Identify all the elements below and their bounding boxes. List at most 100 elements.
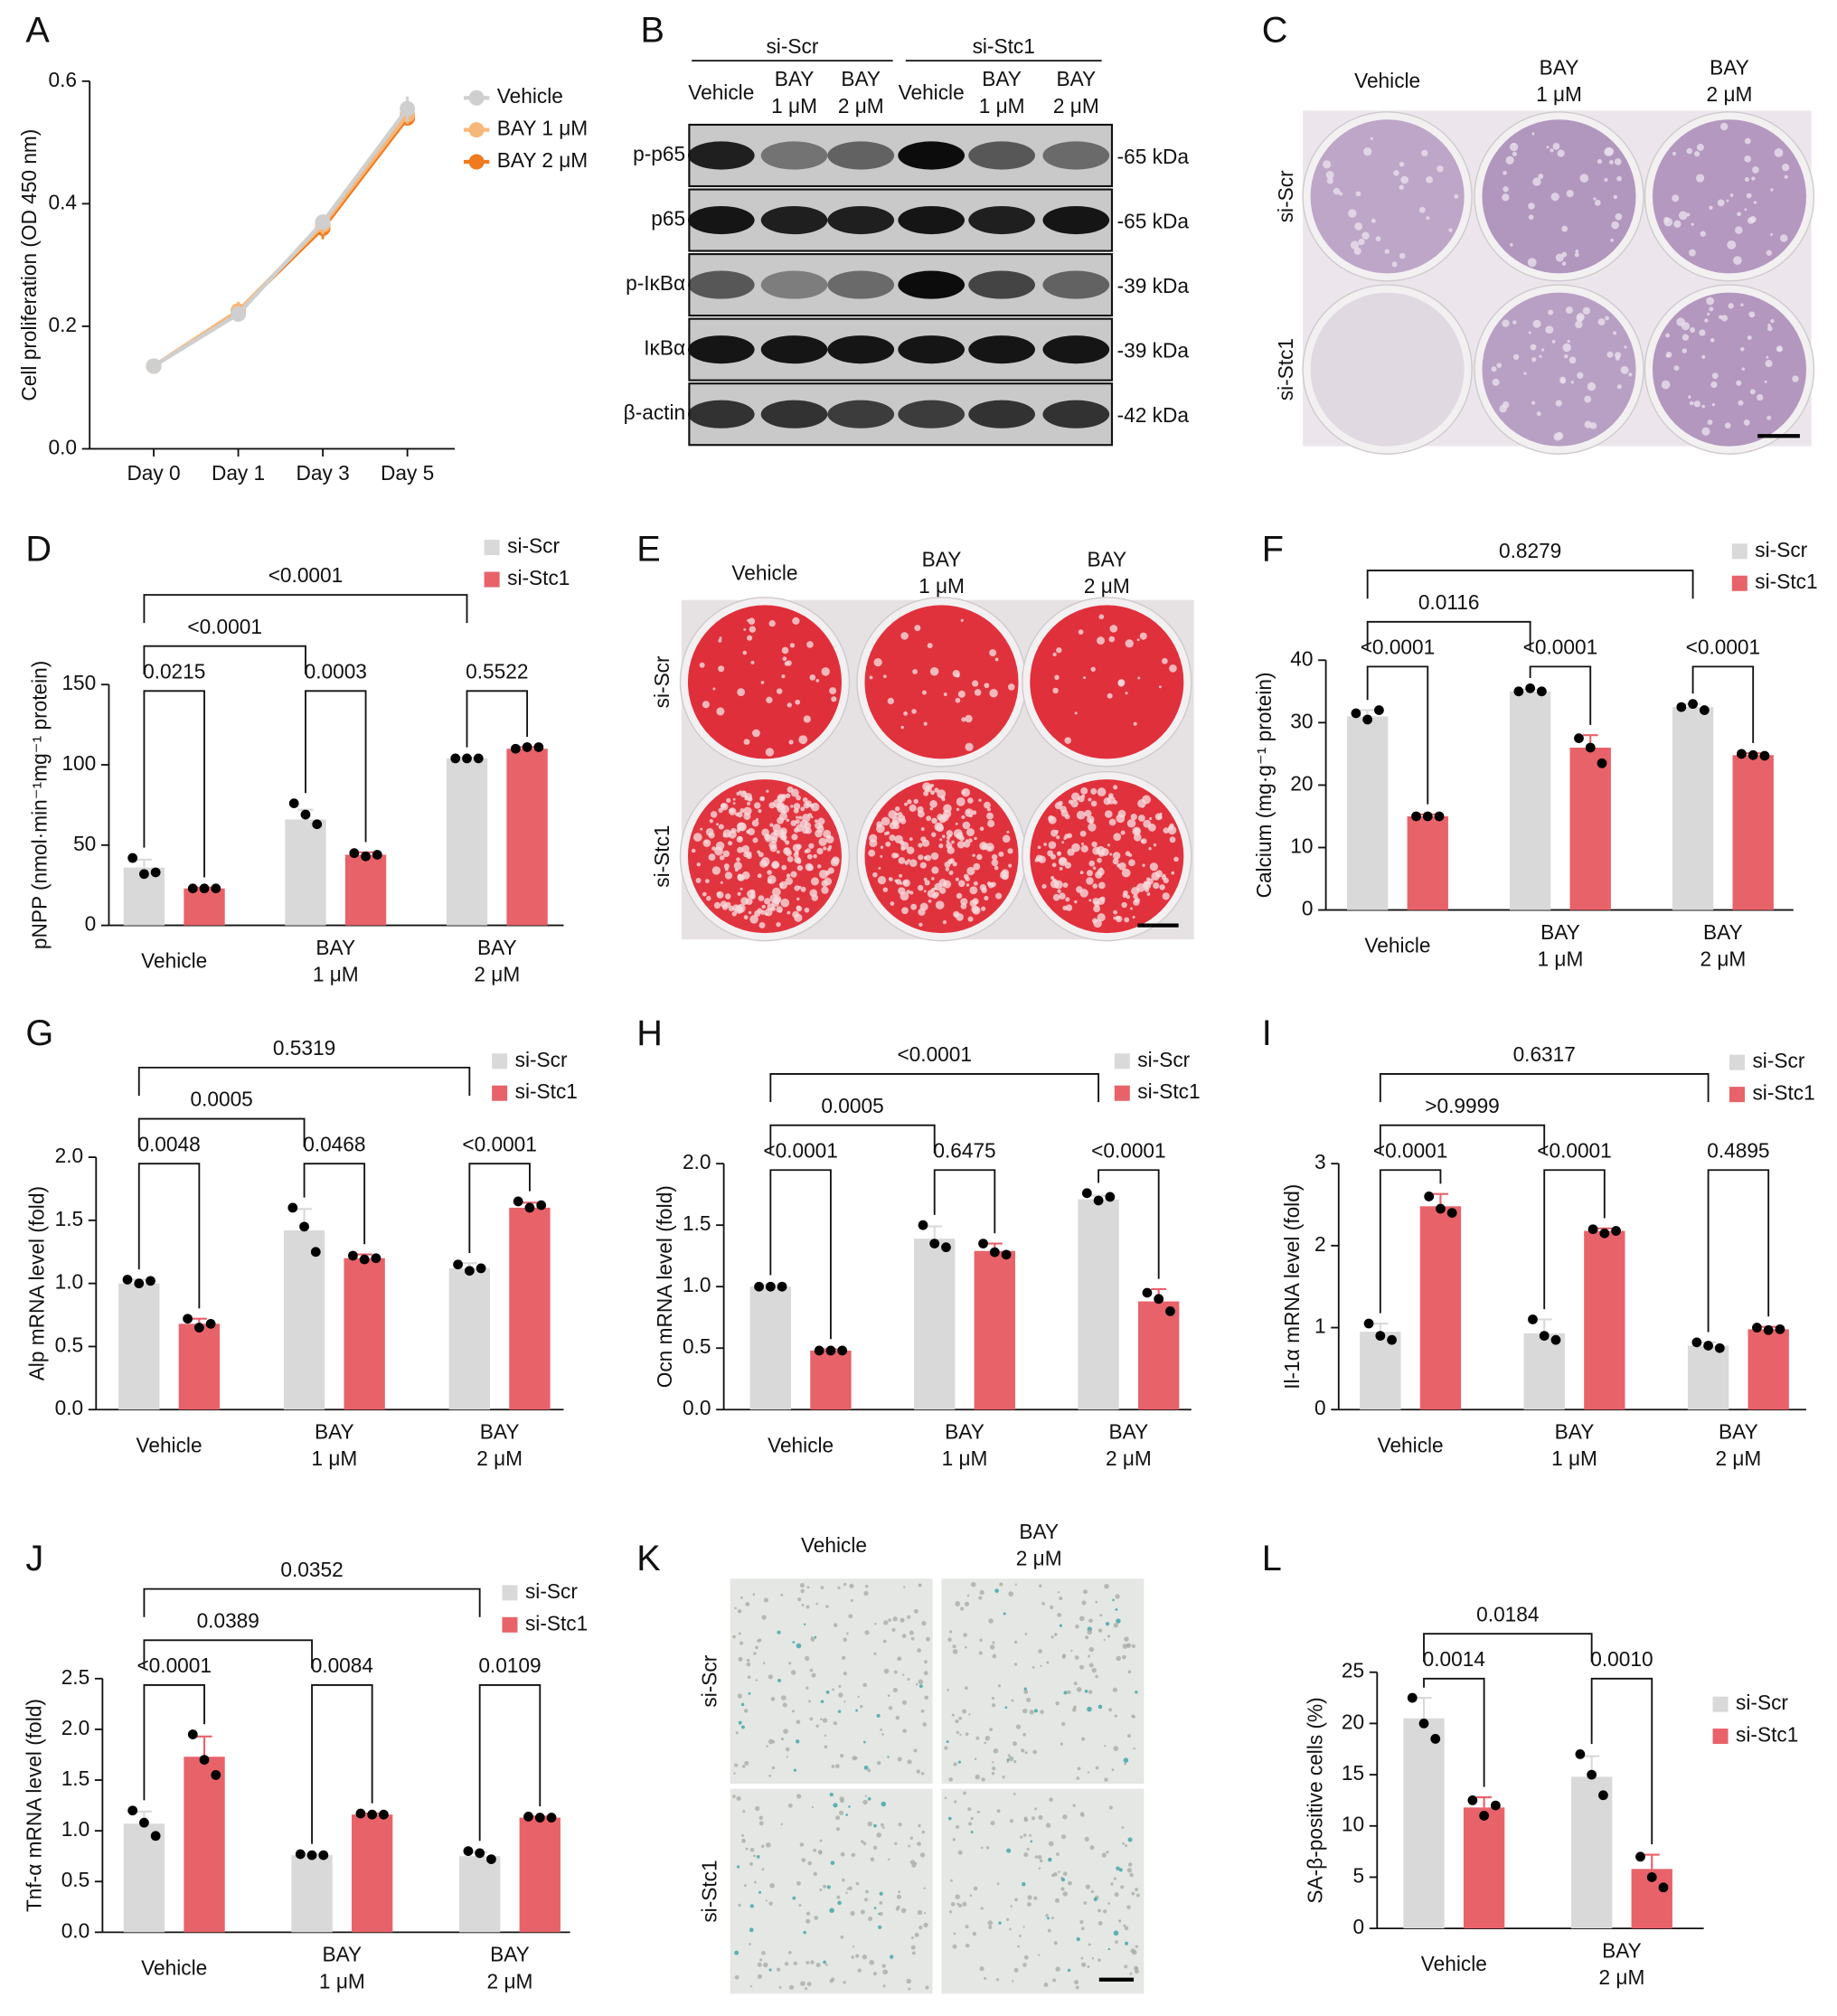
speckle xyxy=(796,905,803,912)
speckle xyxy=(921,690,927,695)
speckle xyxy=(765,748,775,757)
speckle xyxy=(781,646,789,655)
cell xyxy=(1135,1691,1138,1694)
speckle xyxy=(730,808,735,814)
cell xyxy=(882,1969,889,1975)
speckle xyxy=(903,711,909,716)
speckle xyxy=(702,701,710,709)
cell xyxy=(778,1985,782,1989)
column-label: 2 μM xyxy=(1084,574,1130,598)
speckle xyxy=(978,798,982,802)
point xyxy=(400,100,416,117)
cell xyxy=(991,1703,996,1708)
replicate-point xyxy=(1737,749,1747,759)
cell xyxy=(814,1635,817,1639)
x-tick-label: BAY xyxy=(323,1943,363,1966)
speckle xyxy=(712,687,716,691)
replicate-point xyxy=(918,1220,928,1230)
speckle xyxy=(731,911,737,917)
speckle xyxy=(1079,830,1087,837)
well xyxy=(1482,292,1636,447)
replicate-point xyxy=(463,1846,474,1856)
speckle xyxy=(1054,674,1060,681)
cell xyxy=(944,1796,947,1800)
cell xyxy=(744,1760,749,1766)
speckle xyxy=(817,817,825,825)
replicate-point xyxy=(1599,1228,1610,1239)
speckle xyxy=(804,822,812,830)
cell xyxy=(901,1700,908,1705)
replicate-point xyxy=(312,819,323,830)
replicate-point xyxy=(524,1202,535,1213)
speckle xyxy=(1564,353,1569,359)
significance-bracket xyxy=(143,594,468,624)
speckle xyxy=(1076,886,1083,893)
y-tick-label: 0 xyxy=(1353,1915,1365,1938)
y-tick-label: 3 xyxy=(1314,1150,1326,1173)
cell xyxy=(766,1745,768,1748)
replicate-point xyxy=(1363,1318,1374,1329)
speckle xyxy=(1354,221,1363,231)
p-value: 0.8279 xyxy=(1499,539,1561,562)
speckle xyxy=(754,909,761,918)
cell xyxy=(855,1954,860,1958)
speckle xyxy=(1109,625,1118,633)
cell xyxy=(822,1718,828,1723)
cell xyxy=(981,1846,984,1850)
cell xyxy=(824,1734,827,1738)
y-tick-label: 5 xyxy=(1353,1863,1365,1887)
cell xyxy=(957,1850,963,1855)
speckle xyxy=(1594,200,1601,206)
speckle xyxy=(1168,824,1174,831)
speckle xyxy=(1606,351,1614,358)
x-tick-label: Day 3 xyxy=(296,461,349,485)
cell xyxy=(1027,1902,1032,1908)
cell xyxy=(882,1984,886,1988)
speckle xyxy=(800,806,805,812)
speckle xyxy=(1744,208,1748,212)
p-value: <0.0001 xyxy=(1361,636,1436,659)
speckle xyxy=(752,729,760,738)
cell xyxy=(1026,1847,1030,1851)
cell xyxy=(860,1909,865,1915)
x-tick-label: 1 μM xyxy=(313,963,359,986)
x-tick-label: 2 μM xyxy=(1715,1446,1761,1470)
speckle xyxy=(937,814,944,821)
speckle xyxy=(1682,348,1688,353)
replicate-point xyxy=(1646,1872,1657,1882)
significance-bracket xyxy=(769,1169,832,1340)
speckle xyxy=(816,847,824,855)
blot-strip xyxy=(688,382,1114,447)
cell xyxy=(811,1805,815,1809)
speckle xyxy=(1781,164,1790,172)
replicate-point xyxy=(1611,1226,1621,1236)
speckle xyxy=(787,702,792,708)
cell xyxy=(1073,1682,1078,1686)
speckle xyxy=(1575,320,1583,329)
speckle xyxy=(995,892,1003,900)
cell xyxy=(755,1679,758,1682)
cell xyxy=(914,1861,918,1865)
speckle xyxy=(796,795,801,801)
band xyxy=(827,141,895,170)
speckle xyxy=(1122,892,1127,899)
cell xyxy=(857,1695,860,1699)
panel-label: J xyxy=(25,1539,43,1578)
cell xyxy=(800,1588,805,1594)
speckle xyxy=(760,681,765,684)
speckle xyxy=(1086,877,1094,885)
speckle xyxy=(947,846,955,854)
speckle xyxy=(1613,194,1618,200)
cell xyxy=(815,1724,819,1728)
speckle xyxy=(1536,411,1541,417)
cell xyxy=(910,1636,915,1641)
speckle xyxy=(718,638,722,643)
cell xyxy=(1063,1691,1068,1695)
replicate-point xyxy=(476,1263,486,1274)
cell xyxy=(1074,1655,1079,1660)
cell xyxy=(956,1730,960,1735)
cell xyxy=(1060,1834,1067,1840)
cell xyxy=(910,1945,916,1950)
speckle xyxy=(960,902,967,909)
cell xyxy=(749,1904,754,1908)
